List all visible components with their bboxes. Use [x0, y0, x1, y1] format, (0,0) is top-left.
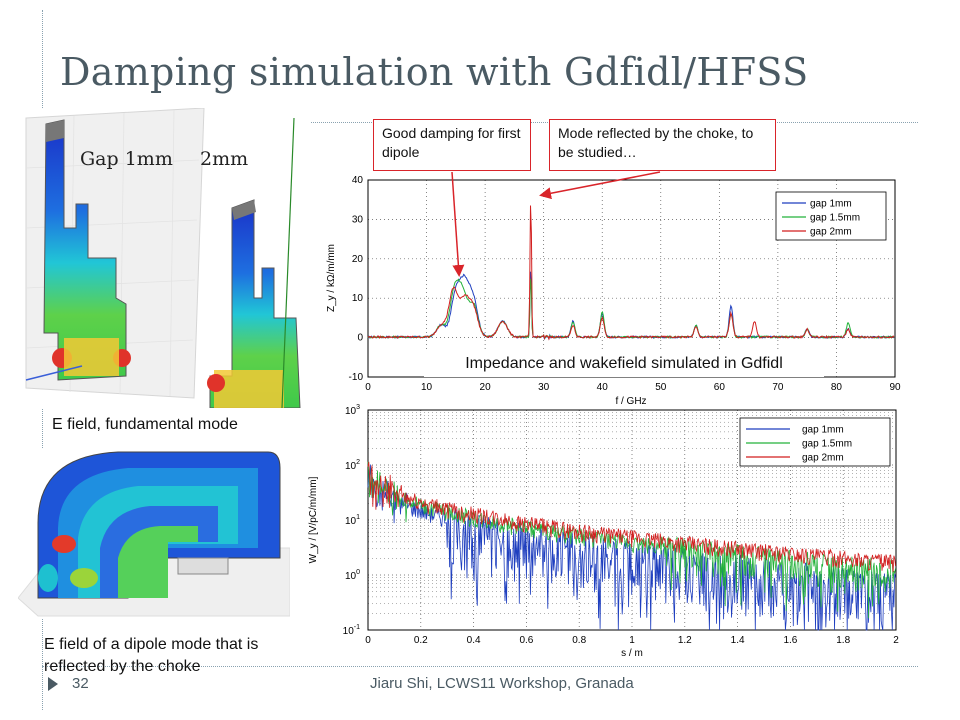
impedance-series-line: [368, 271, 895, 341]
wakefield-series: [367, 461, 896, 631]
impedance-x-tick-label: 30: [538, 382, 550, 393]
impedance-legend: gap 1mm gap 1.5mm gap 2mm: [775, 191, 887, 241]
wakefield-x-tick-label: 1.8: [836, 635, 850, 646]
wakefield-chart: 0 0.2 0.4 0.6 0.8 1 1.2 1.4 1.6 1.8 2 10-1 100 101 102…: [308, 404, 899, 659]
wakefield-y-tick-label: 102: [345, 459, 360, 472]
caption-dipole-mode: E field of a dipole mode that is reflect…: [44, 636, 259, 675]
impedance-x-tick-label: 70: [772, 382, 784, 393]
impedance-y-tick-label: 20: [352, 254, 364, 265]
cavity-field-image-dipole: [18, 448, 290, 618]
impedance-x-axis-label: f / GHz: [615, 396, 646, 407]
impedance-y-tick-label: -10: [349, 372, 364, 383]
caption-fundamental-mode: E field, fundamental mode: [52, 416, 238, 433]
wakefield-y-tick-label: 100: [345, 569, 360, 582]
wakefield-y-tick-label: 101: [345, 514, 360, 527]
wakefield-legend-entry: gap 1mm: [802, 425, 844, 436]
slide-title: Damping simulation with Gdfidl/HFSS: [60, 50, 809, 94]
wakefield-x-tick-label: 0.2: [414, 635, 428, 646]
impedance-x-tick-label: 80: [831, 382, 843, 393]
callout-mode-reflected: Mode reflected by the choke, to be studi…: [549, 119, 776, 171]
impedance-series-line: [367, 278, 895, 340]
impedance-x-tick-label: 90: [889, 382, 901, 393]
impedance-x-tick-label: 60: [714, 382, 726, 393]
impedance-y-tick-label: 40: [352, 175, 364, 186]
wakefield-series-line: [367, 461, 896, 573]
wakefield-series-line: [367, 461, 896, 619]
impedance-x-tick-label: 20: [480, 382, 492, 393]
impedance-series-line: [367, 205, 895, 341]
wakefield-y-tick-label: 103: [345, 404, 360, 417]
wakefield-x-tick-label: 2: [893, 635, 899, 646]
wakefield-legend: gap 1mm gap 1.5mm gap 2mm: [739, 417, 891, 467]
impedance-series: [367, 205, 895, 341]
page-number: 32: [72, 675, 89, 692]
impedance-x-tick-label: 10: [421, 382, 433, 393]
impedance-legend-entry: gap 2mm: [810, 227, 852, 238]
impedance-y-tick-label: 30: [352, 214, 364, 225]
impedance-y-axis-label: Z_y / kΩ/m/mm: [326, 244, 337, 312]
gap-label-1mm: Gap 1mm: [80, 148, 173, 170]
impedance-x-tick-label: 0: [365, 382, 371, 393]
wakefield-y-axis-label: W_y / [V/pC/m/mm]: [308, 476, 319, 563]
gap-label-2mm: 2mm: [200, 148, 249, 170]
impedance-y-tick-label: 10: [352, 293, 364, 304]
wakefield-x-tick-label: 1.4: [731, 635, 745, 646]
impedance-x-tick-label: 40: [597, 382, 609, 393]
wakefield-x-tick-label: 1: [629, 635, 635, 646]
wakefield-plot-frame: [367, 409, 897, 631]
wakefield-x-tick-label: 0.4: [467, 635, 481, 646]
wakefield-legend-entry: gap 2mm: [802, 453, 844, 464]
wakefield-x-tick-label: 0: [365, 635, 371, 646]
overlay-gdfidl-label: Impedance and wakefield simulated in Gdf…: [424, 351, 824, 377]
impedance-y-tick-label: 0: [357, 333, 363, 344]
wakefield-x-axis-label: s / m: [621, 648, 643, 659]
wakefield-x-tick-label: 0.6: [519, 635, 533, 646]
wakefield-x-tick-label: 1.2: [678, 635, 692, 646]
impedance-legend-entry: gap 1.5mm: [810, 213, 860, 224]
footer-text: Jiaru Shi, LCWS11 Workshop, Granada: [370, 675, 634, 692]
wakefield-legend-box: [739, 417, 891, 467]
footer-bullet-icon: [48, 677, 58, 691]
cavity-field-image-fundamental: [24, 108, 310, 408]
impedance-x-tick-label: 50: [655, 382, 667, 393]
impedance-legend-entry: gap 1mm: [810, 199, 852, 210]
wakefield-x-tick-label: 0.8: [572, 635, 586, 646]
wakefield-x-tick-label: 1.6: [783, 635, 797, 646]
wakefield-y-tick-label: 10-1: [343, 624, 360, 637]
footer-rule: [42, 666, 918, 667]
callout-good-damping: Good damping for first dipole: [373, 119, 531, 171]
impedance-legend-box: [775, 191, 887, 241]
wakefield-legend-entry: gap 1.5mm: [802, 439, 852, 450]
